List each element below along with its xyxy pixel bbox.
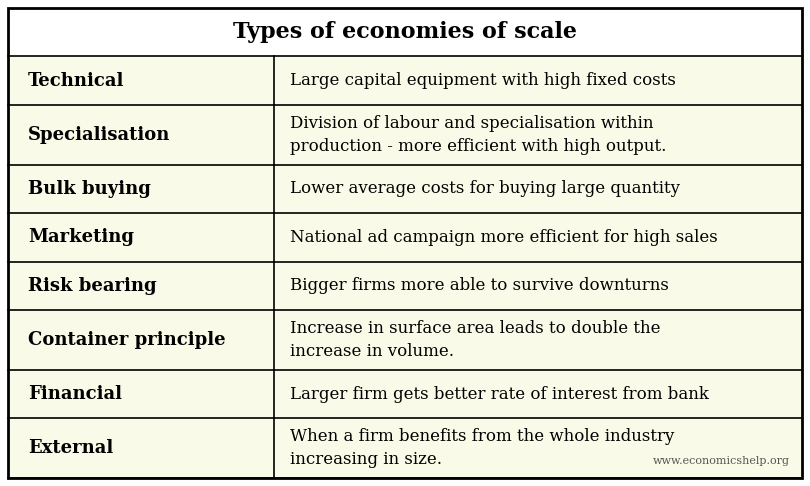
- Text: Types of economies of scale: Types of economies of scale: [233, 21, 577, 43]
- Bar: [8, 213, 802, 261]
- Bar: [8, 105, 802, 165]
- Bar: [8, 370, 802, 418]
- Text: Marketing: Marketing: [28, 228, 134, 246]
- Text: Financial: Financial: [28, 385, 122, 403]
- Text: Division of labour and specialisation within
production - more efficient with hi: Division of labour and specialisation wi…: [290, 115, 667, 155]
- Text: Large capital equipment with high fixed costs: Large capital equipment with high fixed …: [290, 72, 676, 89]
- Text: Technical: Technical: [28, 72, 124, 90]
- Text: Specialisation: Specialisation: [28, 126, 170, 144]
- Text: Bigger firms more able to survive downturns: Bigger firms more able to survive downtu…: [290, 278, 669, 295]
- Bar: [8, 310, 802, 370]
- Text: National ad campaign more efficient for high sales: National ad campaign more efficient for …: [290, 229, 718, 246]
- Bar: [8, 56, 802, 105]
- Text: Risk bearing: Risk bearing: [28, 277, 156, 295]
- Bar: [8, 165, 802, 213]
- Text: When a firm benefits from the whole industry
increasing in size.: When a firm benefits from the whole indu…: [290, 428, 674, 469]
- Text: www.economicshelp.org: www.economicshelp.org: [653, 456, 790, 466]
- Bar: [8, 8, 802, 56]
- Bar: [8, 261, 802, 310]
- Text: External: External: [28, 439, 113, 457]
- Text: Larger firm gets better rate of interest from bank: Larger firm gets better rate of interest…: [290, 385, 709, 402]
- Bar: [8, 418, 802, 478]
- Text: Lower average costs for buying large quantity: Lower average costs for buying large qua…: [290, 180, 680, 197]
- Text: Container principle: Container principle: [28, 331, 225, 349]
- Text: Bulk buying: Bulk buying: [28, 180, 151, 198]
- Text: Increase in surface area leads to double the
increase in volume.: Increase in surface area leads to double…: [290, 320, 660, 360]
